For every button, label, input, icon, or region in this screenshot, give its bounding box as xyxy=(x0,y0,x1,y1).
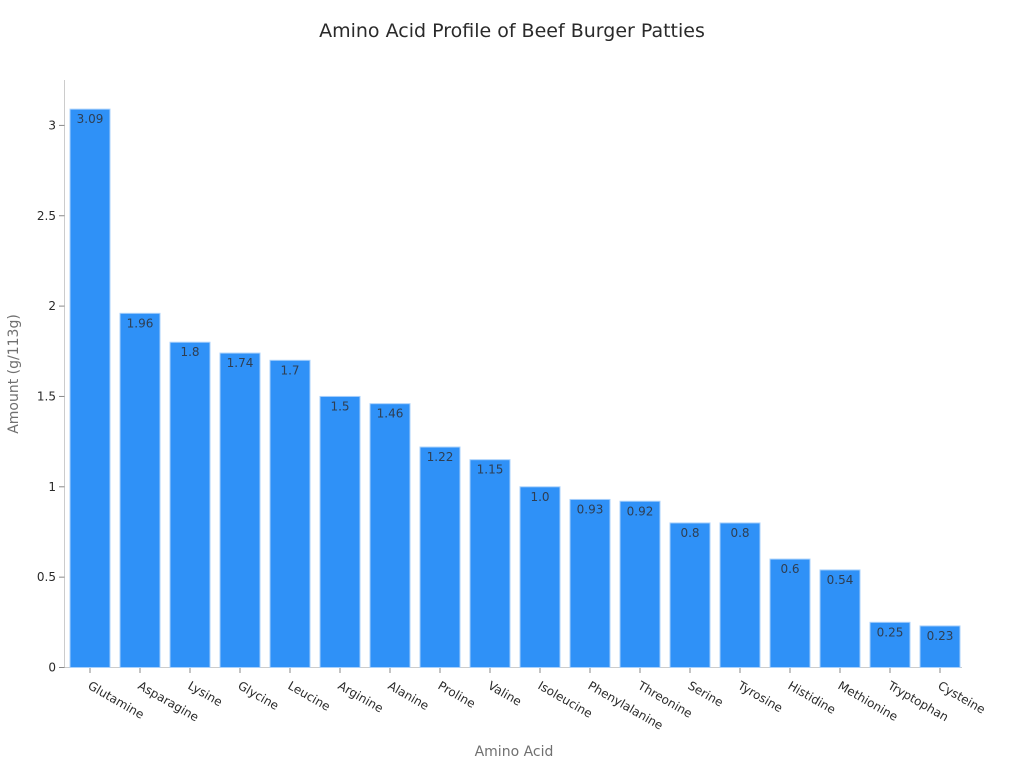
bar-rect xyxy=(519,486,561,668)
bar-value-label: 0.25 xyxy=(877,625,904,639)
bar-threonine: 0.92 xyxy=(619,500,661,669)
bar-leucine: 1.7 xyxy=(269,359,311,668)
bar-arginine: 1.5 xyxy=(319,395,361,668)
bar-value-label: 1.8 xyxy=(180,345,199,359)
bar-value-label: 1.15 xyxy=(477,463,504,477)
bar-rect xyxy=(469,459,511,668)
bar-lysine: 1.8 xyxy=(169,341,211,668)
chart-title: Amino Acid Profile of Beef Burger Pattie… xyxy=(319,20,705,42)
bar-rect xyxy=(369,403,411,668)
y-tick-label: 3 xyxy=(48,118,56,132)
x-tick-label: Serine xyxy=(686,678,726,709)
y-tick-label: 2 xyxy=(48,299,56,313)
bar-value-label: 1.46 xyxy=(377,407,404,421)
bar-rect xyxy=(919,625,961,669)
bar-isoleucine: 1.0 xyxy=(519,486,561,668)
y-tick-label: 0.5 xyxy=(37,570,56,584)
bar-value-label: 1.22 xyxy=(427,450,454,464)
x-tick-label: Histidine xyxy=(786,678,839,716)
bar-serine: 0.8 xyxy=(669,522,711,668)
bar-histidine: 0.6 xyxy=(769,558,811,669)
y-tick-label: 0 xyxy=(48,661,56,675)
bar-rect xyxy=(319,395,361,668)
bar-rect xyxy=(819,569,861,668)
bar-cysteine: 0.23 xyxy=(919,625,961,669)
bar-value-label: 0.23 xyxy=(927,629,954,643)
bar-rect xyxy=(219,352,261,668)
bar-tyrosine: 0.8 xyxy=(719,522,761,668)
bar-glycine: 1.74 xyxy=(219,352,261,668)
bar-rect xyxy=(169,341,211,668)
bar-value-label: 1.74 xyxy=(227,356,254,370)
axes xyxy=(64,80,962,668)
y-axis-ticks: 0 0.5 1 1.5 2 2.5 3 xyxy=(37,118,65,675)
bars: 3.09 1.96 1.8 1.74 1.7 1.5 1.46 1.22 1.15 1.0 0.93… xyxy=(69,108,961,669)
bar-rect xyxy=(619,500,661,669)
bar-glutamine: 3.09 xyxy=(69,108,111,668)
x-tick-label: Glutamine xyxy=(86,678,147,721)
bar-value-label: 0.6 xyxy=(780,562,799,576)
y-tick-label: 1 xyxy=(48,480,56,494)
bar-rect xyxy=(669,522,711,668)
bar-rect xyxy=(769,558,811,669)
bar-phenylalanine: 0.93 xyxy=(569,498,611,668)
bar-rect xyxy=(269,359,311,668)
bar-tryptophan: 0.25 xyxy=(869,621,911,669)
y-tick-label: 1.5 xyxy=(37,389,56,403)
bar-value-label: 0.54 xyxy=(827,573,854,587)
bar-value-label: 0.93 xyxy=(577,502,604,516)
bar-value-label: 0.8 xyxy=(730,526,749,540)
x-tick-label: Arginine xyxy=(336,678,386,715)
bar-value-label: 0.8 xyxy=(680,526,699,540)
bar-value-label: 1.0 xyxy=(530,490,549,504)
bar-asparagine: 1.96 xyxy=(119,312,161,668)
bar-methionine: 0.54 xyxy=(819,569,861,668)
bar-valine: 1.15 xyxy=(469,459,511,668)
x-tick-label: Glycine xyxy=(236,678,282,712)
bar-value-label: 1.5 xyxy=(330,399,349,413)
bar-rect xyxy=(719,522,761,668)
bar-rect xyxy=(569,498,611,668)
x-tick-label: Proline xyxy=(436,678,478,710)
bar-rect xyxy=(69,108,111,668)
x-tick-label: Tyrosine xyxy=(735,678,785,715)
bar-alanine: 1.46 xyxy=(369,403,411,668)
bar-value-label: 0.92 xyxy=(627,504,654,518)
x-tick-label: Isoleucine xyxy=(536,678,595,720)
x-tick-label: Lysine xyxy=(186,678,225,709)
bar-value-label: 1.7 xyxy=(280,363,299,377)
bar-proline: 1.22 xyxy=(419,446,461,668)
bar-rect xyxy=(419,446,461,668)
bar-value-label: 1.96 xyxy=(127,316,154,330)
bar-rect xyxy=(119,312,161,668)
x-tick-label: Alanine xyxy=(386,678,432,713)
bar-value-label: 3.09 xyxy=(77,112,104,126)
y-axis-title: Amount (g/113g) xyxy=(6,314,22,434)
x-tick-label: Leucine xyxy=(286,678,333,713)
x-tick-label: Valine xyxy=(486,678,524,708)
x-axis-title: Amino Acid xyxy=(475,744,554,760)
bar-rect xyxy=(869,621,911,669)
y-tick-label: 2.5 xyxy=(37,209,56,223)
